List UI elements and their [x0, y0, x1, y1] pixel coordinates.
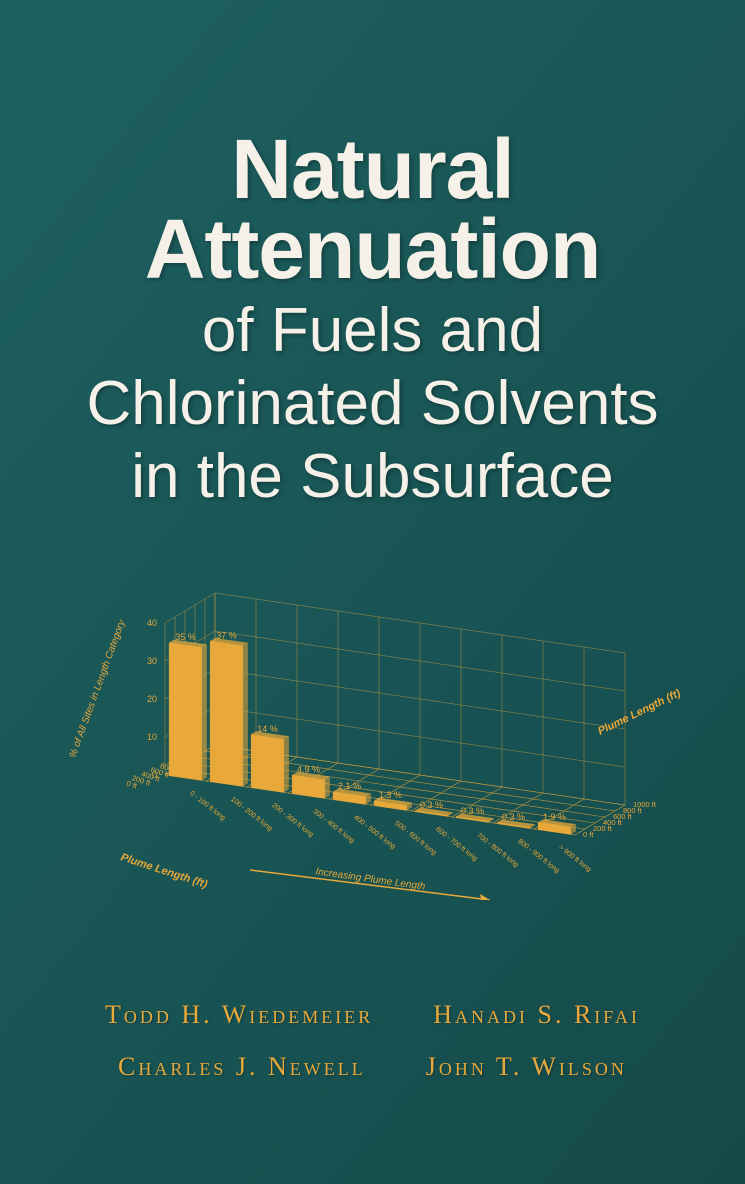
- author-row-2: Charles J. Newell John T. Wilson: [0, 1052, 745, 1082]
- plume-length-chart: 01020304035 %37 %14 %4.9 %2.1 %1.3 %0.3 …: [60, 560, 680, 900]
- svg-text:14 %: 14 %: [257, 724, 278, 734]
- svg-text:Plume Length (ft): Plume Length (ft): [119, 851, 209, 890]
- svg-text:500 - 600 ft long: 500 - 600 ft long: [393, 820, 437, 857]
- svg-text:4.9 %: 4.9 %: [297, 764, 320, 774]
- svg-text:200 - 300 ft long: 200 - 300 ft long: [270, 802, 314, 839]
- svg-text:37 %: 37 %: [216, 630, 237, 640]
- svg-text:700 - 800 ft long: 700 - 800 ft long: [475, 832, 519, 869]
- cover-content: Natural Attenuation of Fuels and Chlorin…: [0, 0, 745, 1184]
- svg-text:40: 40: [147, 618, 157, 628]
- svg-text:100 - 200 ft long: 100 - 200 ft long: [229, 796, 273, 833]
- svg-text:300 - 400 ft long: 300 - 400 ft long: [311, 808, 355, 845]
- author-2: Hanadi S. Rifai: [433, 1000, 640, 1030]
- svg-text:% of All Sites in Length Categ: % of All Sites in Length Category: [68, 618, 129, 760]
- author-3: Charles J. Newell: [118, 1052, 366, 1082]
- book-cover: Natural Attenuation of Fuels and Chlorin…: [0, 0, 745, 1184]
- svg-text:10: 10: [147, 732, 157, 742]
- svg-text:600 - 700 ft long: 600 - 700 ft long: [434, 826, 478, 863]
- chart-svg: 01020304035 %37 %14 %4.9 %2.1 %1.3 %0.3 …: [60, 560, 680, 900]
- title-sub-line4: in the Subsurface: [0, 444, 745, 509]
- title-block: Natural Attenuation of Fuels and Chlorin…: [0, 130, 745, 509]
- author-row-1: Todd H. Wiedemeier Hanadi S. Rifai: [0, 1000, 745, 1030]
- svg-text:1.9 %: 1.9 %: [543, 812, 566, 822]
- title-main: Natural Attenuation: [0, 130, 745, 290]
- svg-text:0 - 100 ft long: 0 - 100 ft long: [188, 790, 226, 822]
- svg-text:0.3 %: 0.3 %: [420, 800, 443, 810]
- svg-text:1000 ft: 1000 ft: [633, 800, 657, 809]
- svg-text:2.1 %: 2.1 %: [338, 781, 361, 791]
- svg-text:800 - 900 ft long: 800 - 900 ft long: [516, 838, 560, 875]
- author-1: Todd H. Wiedemeier: [105, 1000, 373, 1030]
- svg-text:35 %: 35 %: [175, 632, 196, 642]
- authors-block: Todd H. Wiedemeier Hanadi S. Rifai Charl…: [0, 1000, 745, 1104]
- svg-text:0.3 %: 0.3 %: [461, 806, 484, 816]
- svg-text:400 - 500 ft long: 400 - 500 ft long: [352, 814, 396, 851]
- title-sub-line3: Chlorinated Solvents: [0, 371, 745, 436]
- svg-text:0.3 %: 0.3 %: [502, 812, 525, 822]
- svg-text:> 900 ft long: > 900 ft long: [557, 844, 592, 873]
- svg-text:20: 20: [147, 694, 157, 704]
- svg-text:Plume Length (ft): Plume Length (ft): [596, 687, 680, 738]
- title-sub-line2: of Fuels and: [0, 298, 745, 363]
- author-4: John T. Wilson: [426, 1052, 627, 1082]
- svg-text:1.3 %: 1.3 %: [379, 790, 402, 800]
- svg-text:30: 30: [147, 656, 157, 666]
